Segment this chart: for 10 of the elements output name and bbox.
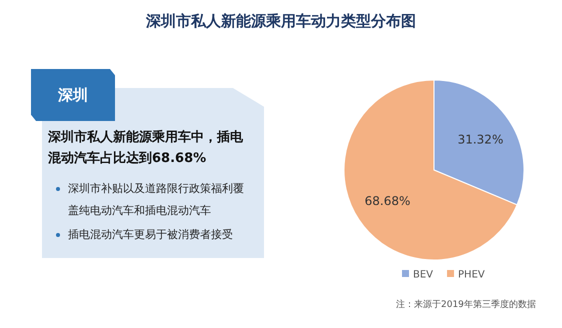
- data-label: 68.68%: [364, 194, 410, 208]
- text: 深圳市私人新能源乘用车中，插电混动汽车占比达到68.68%: [48, 128, 244, 168]
- text: 深圳市补贴以及道路限行政策福利覆盖纯电动汽车和插电混动汽车: [68, 182, 244, 217]
- text: 插电混动汽车更易于被消费者接受: [68, 228, 233, 241]
- text: 注：来源于2019年第三季度的数据: [396, 298, 536, 311]
- chart-title: 深圳市私人新能源乘用车动力类型分布图: [145, 12, 417, 31]
- legend-label: BEV: [413, 270, 434, 280]
- text: 深圳: [31, 69, 115, 121]
- legend-label: PHEV: [458, 270, 485, 280]
- data-label: 31.32%: [458, 132, 504, 146]
